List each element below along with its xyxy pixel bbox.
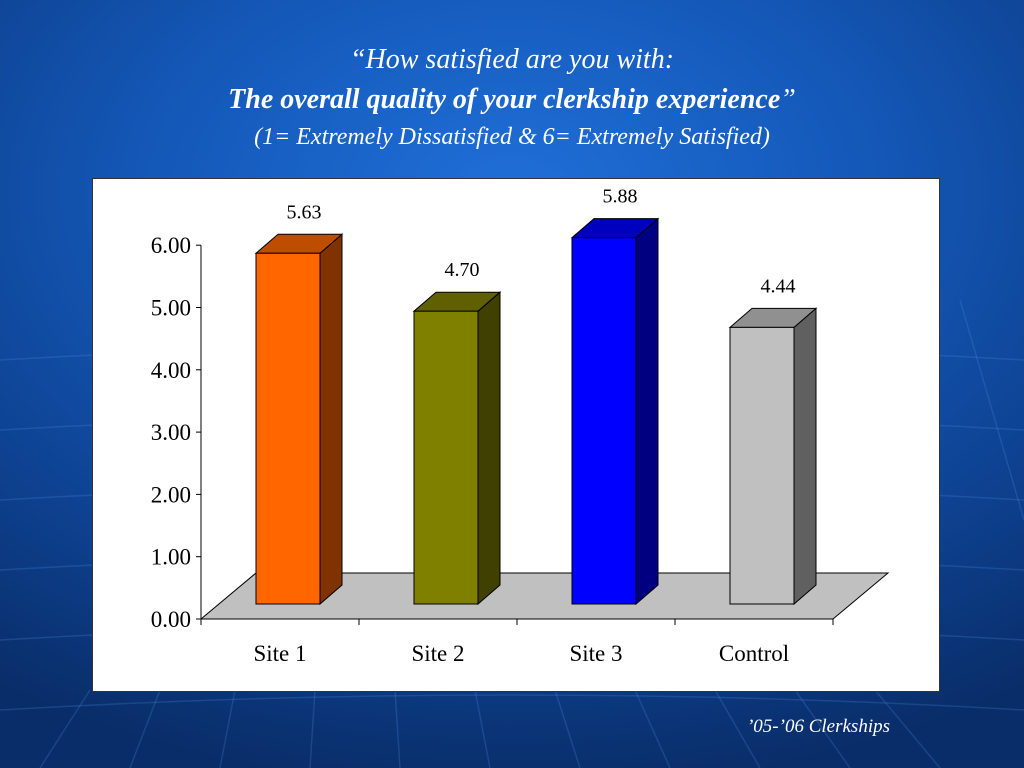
y-tick-label: 2.00 <box>151 482 191 507</box>
bar-3 <box>571 237 637 605</box>
x-category-label-4: Control <box>719 641 789 666</box>
x-category-label-1: Site 1 <box>253 641 306 666</box>
title-line-2: The overall quality of your clerkship ex… <box>0 80 1024 120</box>
y-tick-label: 0.00 <box>151 607 191 632</box>
slide-title: “How satisfied are you with: The overall… <box>0 40 1024 154</box>
data-label-2: 4.70 <box>445 259 480 281</box>
bar-side-2 <box>477 291 501 606</box>
footer-note: ’05-’06 Clerkships <box>746 716 890 737</box>
bar-side-4 <box>793 307 817 606</box>
data-label-4: 4.44 <box>761 275 796 297</box>
chart-panel: 0.00 1.00 2.00 3.00 4.00 5.00 6.00 5.63 Site 1 4.… <box>92 178 940 692</box>
bar-2 <box>413 310 479 605</box>
y-tick-label: 6.00 <box>151 233 191 258</box>
title-line-1: “How satisfied are you with: <box>349 44 675 75</box>
bar-1 <box>255 252 321 605</box>
data-label-3: 5.88 <box>603 186 638 208</box>
x-category-label-3: Site 3 <box>569 641 622 666</box>
bar-side-1 <box>319 233 343 606</box>
data-label-1: 5.63 <box>287 201 322 223</box>
bar-side-3 <box>635 217 659 606</box>
bar-chart: 0.00 1.00 2.00 3.00 4.00 5.00 6.00 5.63 Site 1 4.… <box>151 186 890 666</box>
title-line-2-text: The overall quality of your clerkship ex… <box>228 84 781 115</box>
x-category-label-2: Site 2 <box>411 641 464 666</box>
y-tick-label: 4.00 <box>151 358 191 383</box>
title-line-2-close-quote: ” <box>780 84 796 115</box>
y-tick-label: 1.00 <box>151 545 191 570</box>
y-tick-label: 5.00 <box>151 296 191 321</box>
title-line-3: (1= Extremely Dissatisfied & 6= Extremel… <box>254 124 770 150</box>
bar-4 <box>729 326 795 605</box>
y-tick-label: 3.00 <box>151 420 191 445</box>
